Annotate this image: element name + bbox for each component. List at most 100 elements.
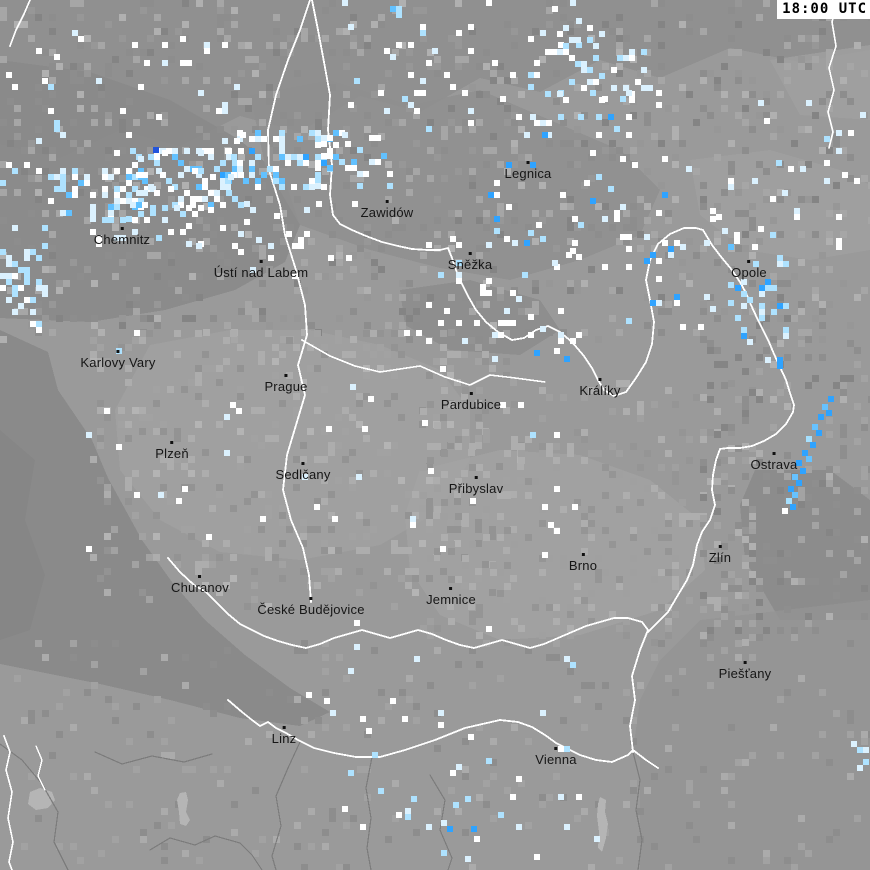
terrain-noise-cell bbox=[441, 513, 448, 520]
terrain-noise-cell bbox=[245, 98, 252, 105]
terrain-noise-cell bbox=[812, 196, 819, 203]
terrain-noise-cell bbox=[272, 372, 279, 379]
radar-echo-cell bbox=[142, 190, 148, 196]
radar-echo-cell bbox=[516, 776, 522, 782]
terrain-noise-cell bbox=[181, 526, 188, 533]
terrain-noise-cell bbox=[336, 217, 343, 224]
radar-echo-cell bbox=[462, 90, 468, 96]
radar-echo-cell bbox=[554, 264, 560, 270]
terrain-noise-cell bbox=[77, 14, 84, 21]
radar-echo-cell bbox=[234, 138, 240, 144]
terrain-noise-cell bbox=[133, 56, 140, 63]
radar-echo-cell bbox=[360, 716, 366, 722]
terrain-noise-cell bbox=[490, 77, 497, 84]
terrain-noise-cell bbox=[90, 358, 97, 365]
terrain-noise-cell bbox=[139, 533, 146, 540]
terrain-noise-cell bbox=[693, 252, 700, 259]
terrain-noise-cell bbox=[42, 654, 49, 661]
radar-echo-cell bbox=[378, 90, 384, 96]
terrain-noise-cell bbox=[105, 119, 112, 126]
terrain-noise-cell bbox=[700, 105, 707, 112]
terrain-noise-cell bbox=[700, 394, 707, 401]
radar-echo-cell bbox=[30, 309, 36, 315]
radar-echo-cell bbox=[261, 136, 267, 142]
terrain-noise-cell bbox=[356, 421, 363, 428]
terrain-noise-cell bbox=[595, 555, 602, 562]
terrain-noise-cell bbox=[812, 752, 819, 759]
terrain-noise-cell bbox=[861, 287, 868, 294]
terrain-noise-cell bbox=[609, 287, 616, 294]
terrain-noise-cell bbox=[707, 555, 714, 562]
terrain-noise-cell bbox=[399, 119, 406, 126]
terrain-noise-cell bbox=[188, 456, 195, 463]
radar-echo-cell bbox=[752, 178, 758, 184]
radar-echo-cell bbox=[60, 132, 66, 138]
terrain-noise-cell bbox=[735, 640, 742, 647]
radar-echo-cell bbox=[486, 0, 492, 6]
terrain-noise-cell bbox=[483, 429, 490, 436]
terrain-noise-cell bbox=[139, 428, 146, 435]
terrain-noise-cell bbox=[749, 550, 756, 557]
terrain-noise-cell bbox=[280, 56, 287, 63]
terrain-noise-cell bbox=[427, 618, 434, 625]
terrain-noise-cell bbox=[700, 203, 707, 210]
radar-echo-cell bbox=[504, 308, 510, 314]
radar-echo-cell bbox=[230, 402, 236, 408]
radar-echo-cell bbox=[402, 716, 408, 722]
terrain-noise-cell bbox=[588, 266, 595, 273]
terrain-noise-cell bbox=[469, 175, 476, 182]
radar-echo-cell bbox=[232, 160, 238, 166]
terrain-noise-cell bbox=[384, 568, 391, 575]
terrain-noise-cell bbox=[56, 315, 63, 322]
radar-echo-cell bbox=[796, 480, 802, 486]
terrain-noise-cell bbox=[104, 491, 111, 498]
terrain-noise-cell bbox=[475, 526, 482, 533]
terrain-noise-cell bbox=[686, 513, 693, 520]
terrain-noise-cell bbox=[203, 105, 210, 112]
radar-echo-cell bbox=[542, 552, 548, 558]
terrain-noise-cell bbox=[721, 63, 728, 70]
terrain-noise-cell bbox=[245, 105, 252, 112]
terrain-noise-cell bbox=[518, 450, 525, 457]
terrain-noise-cell bbox=[686, 273, 693, 280]
terrain-noise-cell bbox=[84, 689, 91, 696]
terrain-noise-cell bbox=[217, 7, 224, 14]
terrain-noise-cell bbox=[413, 140, 420, 147]
radar-echo-cell bbox=[186, 241, 192, 247]
border-leitha-river bbox=[632, 751, 643, 870]
terrain-noise-cell bbox=[728, 457, 735, 464]
terrain-noise-cell bbox=[735, 759, 742, 766]
radar-echo-cell bbox=[710, 306, 716, 312]
radar-echo-cell bbox=[753, 261, 759, 267]
terrain-noise-cell bbox=[49, 329, 56, 336]
terrain-noise-cell bbox=[90, 351, 97, 358]
radar-echo-cell bbox=[614, 210, 620, 216]
terrain-noise-cell bbox=[441, 450, 448, 457]
terrain-noise-cell bbox=[308, 843, 315, 850]
terrain-noise-cell bbox=[581, 280, 588, 287]
terrain-noise-cell bbox=[216, 491, 223, 498]
terrain-noise-cell bbox=[812, 508, 819, 515]
terrain-noise-cell bbox=[510, 379, 517, 386]
terrain-noise-cell bbox=[427, 682, 434, 689]
terrain-noise-cell bbox=[469, 147, 476, 154]
terrain-noise-cell bbox=[854, 42, 861, 49]
terrain-noise-cell bbox=[308, 731, 315, 738]
terrain-noise-cell bbox=[693, 801, 700, 808]
radar-echo-cell bbox=[172, 154, 178, 160]
terrain-noise-cell bbox=[259, 836, 266, 843]
terrain-noise-cell bbox=[441, 471, 448, 478]
radar-echo-cell bbox=[405, 808, 411, 814]
terrain-noise-cell bbox=[665, 604, 672, 611]
terrain-noise-cell bbox=[252, 238, 259, 245]
terrain-noise-cell bbox=[279, 400, 286, 407]
radar-echo-cell bbox=[558, 746, 564, 752]
terrain-noise-cell bbox=[314, 456, 321, 463]
terrain-noise-cell bbox=[371, 647, 378, 654]
terrain-noise-cell bbox=[770, 361, 777, 368]
terrain-noise-cell bbox=[728, 773, 735, 780]
terrain-noise-cell bbox=[280, 336, 287, 343]
terrain-noise-cell bbox=[294, 647, 301, 654]
terrain-noise-cell bbox=[448, 787, 455, 794]
radar-echo-cell bbox=[516, 824, 522, 830]
